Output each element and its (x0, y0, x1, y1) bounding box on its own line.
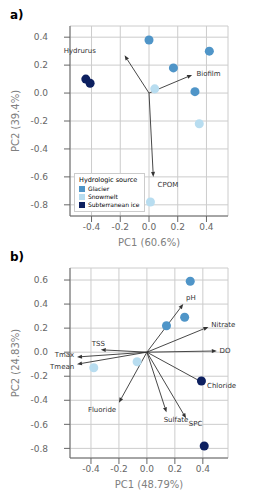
svg-text:0.0: 0.0 (34, 88, 49, 98)
svg-text:-0.8: -0.8 (30, 444, 48, 454)
svg-text:PC1 (60.6%): PC1 (60.6%) (118, 237, 180, 248)
svg-text:0.0: 0.0 (142, 222, 157, 232)
svg-text:-0.2: -0.2 (111, 222, 129, 232)
svg-text:DO: DO (220, 347, 231, 355)
svg-text:0.4: 0.4 (34, 299, 49, 309)
svg-text:-0.6: -0.6 (30, 420, 48, 430)
svg-text:-0.2: -0.2 (30, 116, 48, 126)
svg-text:-0.8: -0.8 (30, 200, 48, 210)
svg-text:-0.4: -0.4 (30, 395, 48, 405)
svg-text:Hydrurus: Hydrurus (64, 47, 96, 55)
svg-text:PC2 (39.4%): PC2 (39.4%) (10, 90, 21, 152)
html-text:b): b) (10, 250, 25, 264)
svg-text:0.4: 0.4 (34, 32, 49, 42)
svg-text:-0.4: -0.4 (83, 222, 101, 232)
svg-text:-0.2: -0.2 (30, 371, 48, 381)
svg-text:Biofilm: Biofilm (196, 70, 220, 78)
svg-text:0.2: 0.2 (34, 60, 48, 70)
svg-text:PC1 (48.79%): PC1 (48.79%) (115, 479, 184, 490)
svg-text:Nitrate: Nitrate (211, 321, 235, 329)
html-text:Snowmelt: Snowmelt (88, 193, 118, 200)
html-text:Subterranean ice: Subterranean ice (88, 201, 140, 208)
svg-text:0.0: 0.0 (34, 347, 49, 357)
svg-text:0.0: 0.0 (140, 464, 155, 474)
svg-text:-0.2: -0.2 (110, 464, 128, 474)
svg-text:-0.6: -0.6 (30, 172, 48, 182)
svg-text:0.6: 0.6 (34, 275, 49, 285)
svg-text:0.4: 0.4 (199, 222, 214, 232)
svg-text:CPOM: CPOM (158, 181, 179, 189)
svg-text:TSS: TSS (91, 340, 106, 348)
svg-text:0.2: 0.2 (34, 323, 48, 333)
svg-text:-0.4: -0.4 (82, 464, 100, 474)
svg-text:Sulfate: Sulfate (164, 416, 189, 424)
svg-text:SPC: SPC (189, 420, 203, 428)
html-text:a): a) (10, 8, 24, 22)
svg-text:-0.4: -0.4 (30, 144, 48, 154)
html-text:Hydrologic source: Hydrologic source (79, 176, 138, 184)
svg-text:PC2 (24.83%): PC2 (24.83%) (10, 329, 21, 398)
svg-text:pH: pH (186, 294, 196, 302)
svg-text:Chloride: Chloride (207, 382, 236, 390)
svg-text:Fluoride: Fluoride (88, 406, 116, 414)
svg-text:Tmax: Tmax (54, 351, 75, 359)
svg-text:0.4: 0.4 (196, 464, 211, 474)
svg-text:Tmean: Tmean (49, 363, 74, 371)
html-text:Glacier: Glacier (88, 185, 110, 192)
svg-text:0.2: 0.2 (168, 464, 182, 474)
svg-text:0.2: 0.2 (171, 222, 185, 232)
